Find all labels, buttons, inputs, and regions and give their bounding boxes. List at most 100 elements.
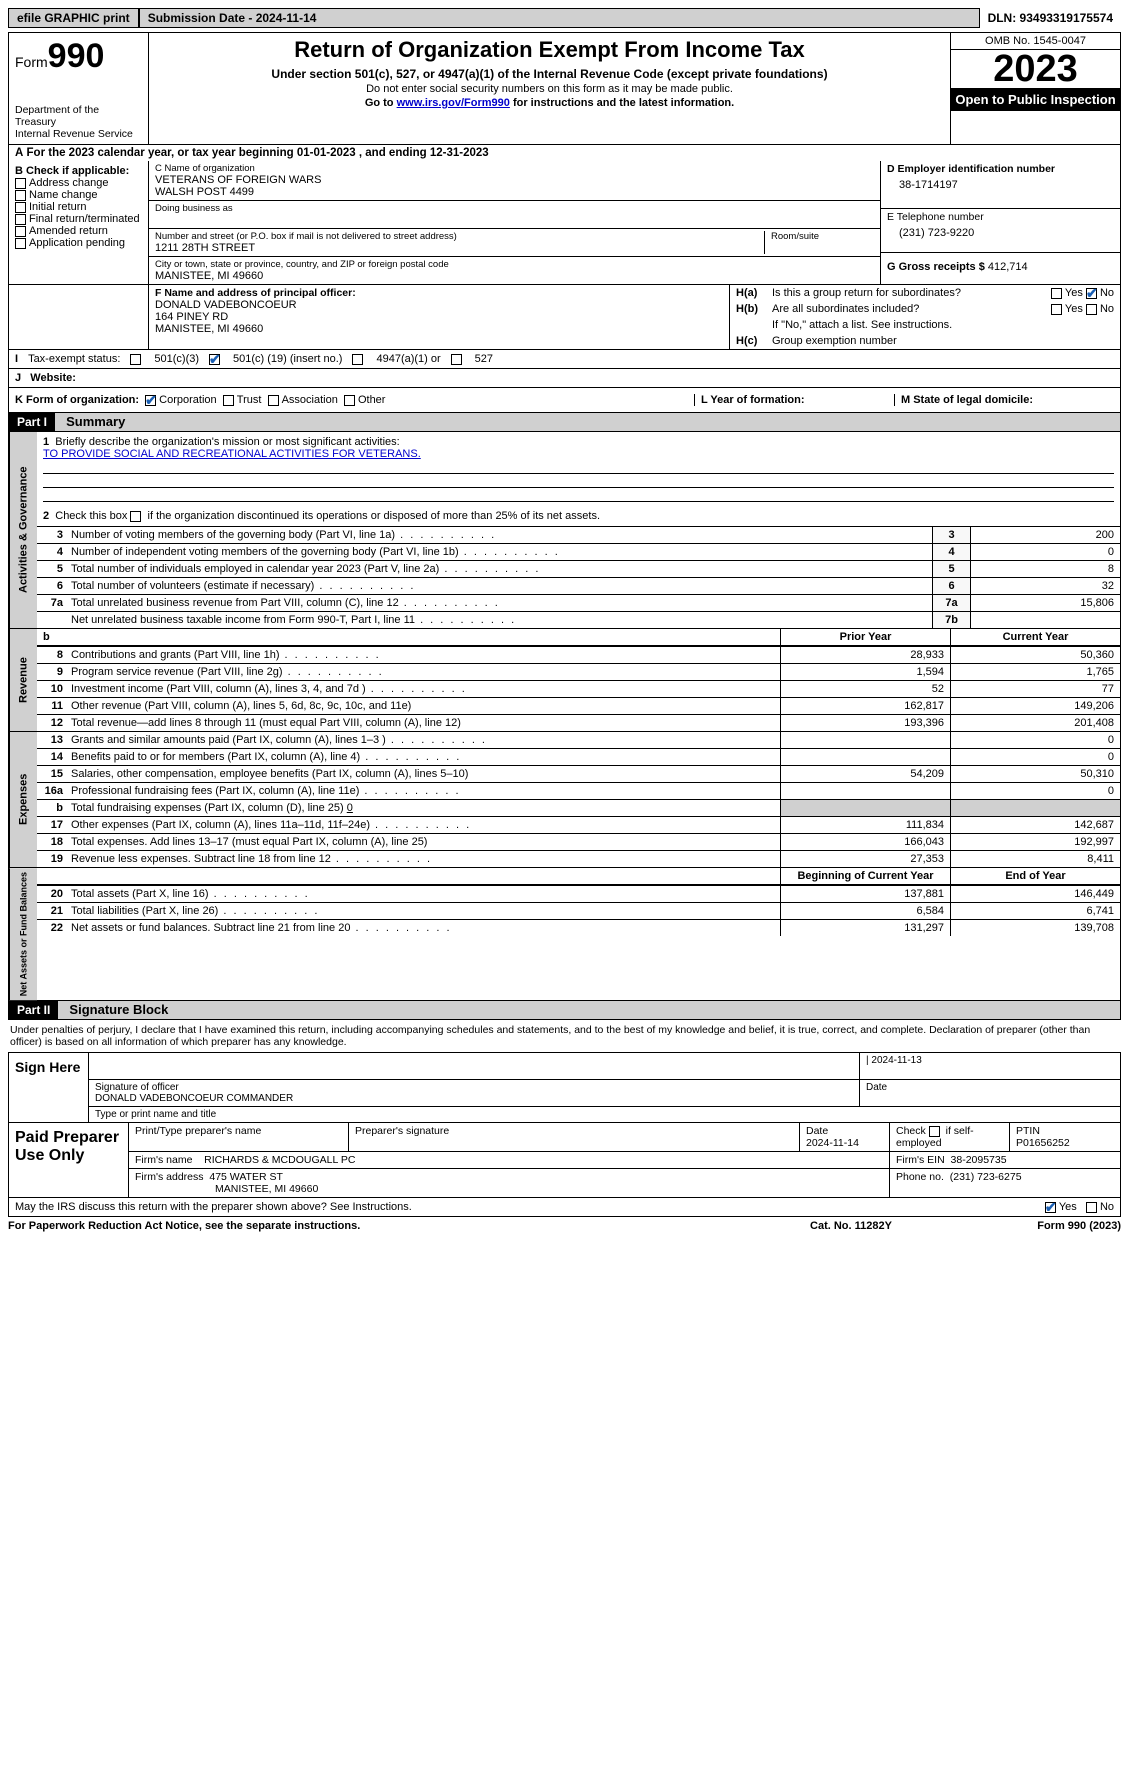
l13-prior [780, 732, 950, 748]
form-word: Form [15, 54, 48, 70]
city-state-zip: MANISTEE, MI 49660 [155, 270, 874, 282]
firm-phone-label: Phone no. [896, 1171, 944, 1183]
box-b-title: B Check if applicable: [15, 165, 129, 177]
check-501c3[interactable] [130, 354, 141, 365]
discuss-line: May the IRS discuss this return with the… [8, 1198, 1121, 1217]
side-net-assets: Net Assets or Fund Balances [9, 868, 37, 1000]
h-b-text: Are all subordinates included? [772, 303, 974, 315]
q5-desc: Total number of individuals employed in … [67, 561, 932, 577]
check-ha-yes[interactable] [1051, 288, 1062, 299]
cat-no: Cat. No. 11282Y [761, 1220, 941, 1232]
part-ii-header: Part II Signature Block [8, 1001, 1121, 1020]
box-c: C Name of organization VETERANS OF FOREI… [149, 161, 880, 284]
entity-block: B Check if applicable: Address change Na… [8, 161, 1121, 285]
check-ha-no[interactable] [1086, 288, 1097, 299]
check-4947[interactable] [352, 354, 363, 365]
tax-year: 2023 [951, 50, 1120, 88]
form-num: 990 [48, 37, 105, 75]
goto-text: Go to [365, 97, 397, 109]
prep-date-label: Date [806, 1125, 828, 1137]
label-app-pending: Application pending [29, 237, 125, 249]
check-discuss-no[interactable] [1086, 1202, 1097, 1213]
check-final-return[interactable] [15, 214, 26, 225]
check-hb-no[interactable] [1086, 304, 1097, 315]
irs-link[interactable]: www.irs.gov/Form990 [397, 97, 510, 109]
l22-desc: Net assets or fund balances. Subtract li… [67, 920, 780, 936]
l17-desc: Other expenses (Part IX, column (A), lin… [67, 817, 780, 833]
check-other[interactable] [344, 395, 355, 406]
l18-prior: 166,043 [780, 834, 950, 850]
q7a-val: 15,806 [970, 595, 1120, 611]
l10-curr: 77 [950, 681, 1120, 697]
check-discontinued[interactable] [130, 511, 141, 522]
l14-desc: Benefits paid to or for members (Part IX… [67, 749, 780, 765]
mission-text: TO PROVIDE SOCIAL AND RECREATIONAL ACTIV… [43, 448, 421, 460]
label-final-return: Final return/terminated [29, 213, 140, 225]
year-formation-label: L Year of formation: [701, 394, 805, 406]
gross-receipts-label: G Gross receipts $ [887, 261, 985, 273]
label-yes-2: Yes [1065, 303, 1083, 315]
officer-printed-name: DONALD VADEBONCOEUR COMMANDER [95, 1093, 853, 1104]
check-initial-return[interactable] [15, 202, 26, 213]
firm-name-label: Firm's name [135, 1154, 192, 1166]
officer-name: DONALD VADEBONCOEUR [155, 299, 723, 311]
check-amended[interactable] [15, 226, 26, 237]
l11-curr: 149,206 [950, 698, 1120, 714]
form-title: Return of Organization Exempt From Incom… [157, 37, 942, 63]
form-number: Form990 [15, 37, 142, 76]
l8-curr: 50,360 [950, 647, 1120, 663]
firm-phone-val: (231) 723-6275 [950, 1171, 1022, 1183]
firm-addr-2: MANISTEE, MI 49660 [135, 1183, 318, 1195]
l16a-prior [780, 783, 950, 799]
addr-label: Number and street (or P.O. box if mail i… [155, 231, 764, 242]
ssn-note: Do not enter social security numbers on … [157, 83, 942, 95]
firm-name-val: RICHARDS & MCDOUGALL PC [204, 1154, 355, 1166]
label-501c3: 501(c)(3) [154, 353, 199, 365]
l19-curr: 8,411 [950, 851, 1120, 867]
l8-desc: Contributions and grants (Part VIII, lin… [67, 647, 780, 663]
check-discuss-yes[interactable] [1045, 1202, 1056, 1213]
sig-officer-label: Signature of officer [95, 1082, 853, 1093]
h-a-label: H(a) [736, 287, 772, 299]
check-assoc[interactable] [268, 395, 279, 406]
check-corp[interactable] [145, 395, 156, 406]
part-ii-num: Part II [9, 1001, 58, 1019]
officer-label: F Name and address of principal officer: [155, 287, 723, 299]
blank-line-1 [43, 460, 1114, 474]
q3-val: 200 [970, 527, 1120, 543]
box-i: I Tax-exempt status: 501(c)(3) 501(c) (1… [8, 350, 1121, 369]
check-trust[interactable] [223, 395, 234, 406]
l20-curr: 146,449 [950, 886, 1120, 902]
box-d-e-g: D Employer identification number 38-1714… [880, 161, 1120, 284]
h-c-text: Group exemption number [772, 335, 1114, 347]
check-501c[interactable] [209, 354, 220, 365]
part-i-num: Part I [9, 413, 55, 431]
check-self-employed[interactable] [929, 1126, 940, 1137]
q7a-desc: Total unrelated business revenue from Pa… [67, 595, 932, 611]
submission-date: Submission Date - 2024-11-14 [139, 8, 980, 28]
dba-label: Doing business as [155, 203, 874, 214]
org-name-2: WALSH POST 4499 [155, 186, 874, 198]
paid-preparer-block: Paid Preparer Use Only Print/Type prepar… [8, 1123, 1121, 1198]
check-name-change[interactable] [15, 190, 26, 201]
website-label: Website: [30, 372, 76, 384]
l17-prior: 111,834 [780, 817, 950, 833]
org-name-label: C Name of organization [155, 163, 874, 174]
box-b: B Check if applicable: Address change Na… [9, 161, 149, 284]
l19-desc: Revenue less expenses. Subtract line 18 … [67, 851, 780, 867]
l13-curr: 0 [950, 732, 1120, 748]
efile-print-button[interactable]: efile GRAPHIC print [8, 8, 139, 28]
check-address-change[interactable] [15, 178, 26, 189]
check-app-pending[interactable] [15, 238, 26, 249]
gross-receipts-value: 412,714 [988, 261, 1028, 273]
l16a-curr: 0 [950, 783, 1120, 799]
label-address-change: Address change [29, 177, 109, 189]
check-hb-yes[interactable] [1051, 304, 1062, 315]
ein-value: 38-1714197 [887, 175, 1114, 191]
f-h-block: F Name and address of principal officer:… [8, 285, 1121, 350]
officer-addr1: 164 PINEY RD [155, 311, 723, 323]
tax-exempt-label: Tax-exempt status: [28, 353, 120, 365]
label-assoc: Association [282, 394, 338, 406]
check-527[interactable] [451, 354, 462, 365]
side-revenue: Revenue [9, 629, 37, 731]
